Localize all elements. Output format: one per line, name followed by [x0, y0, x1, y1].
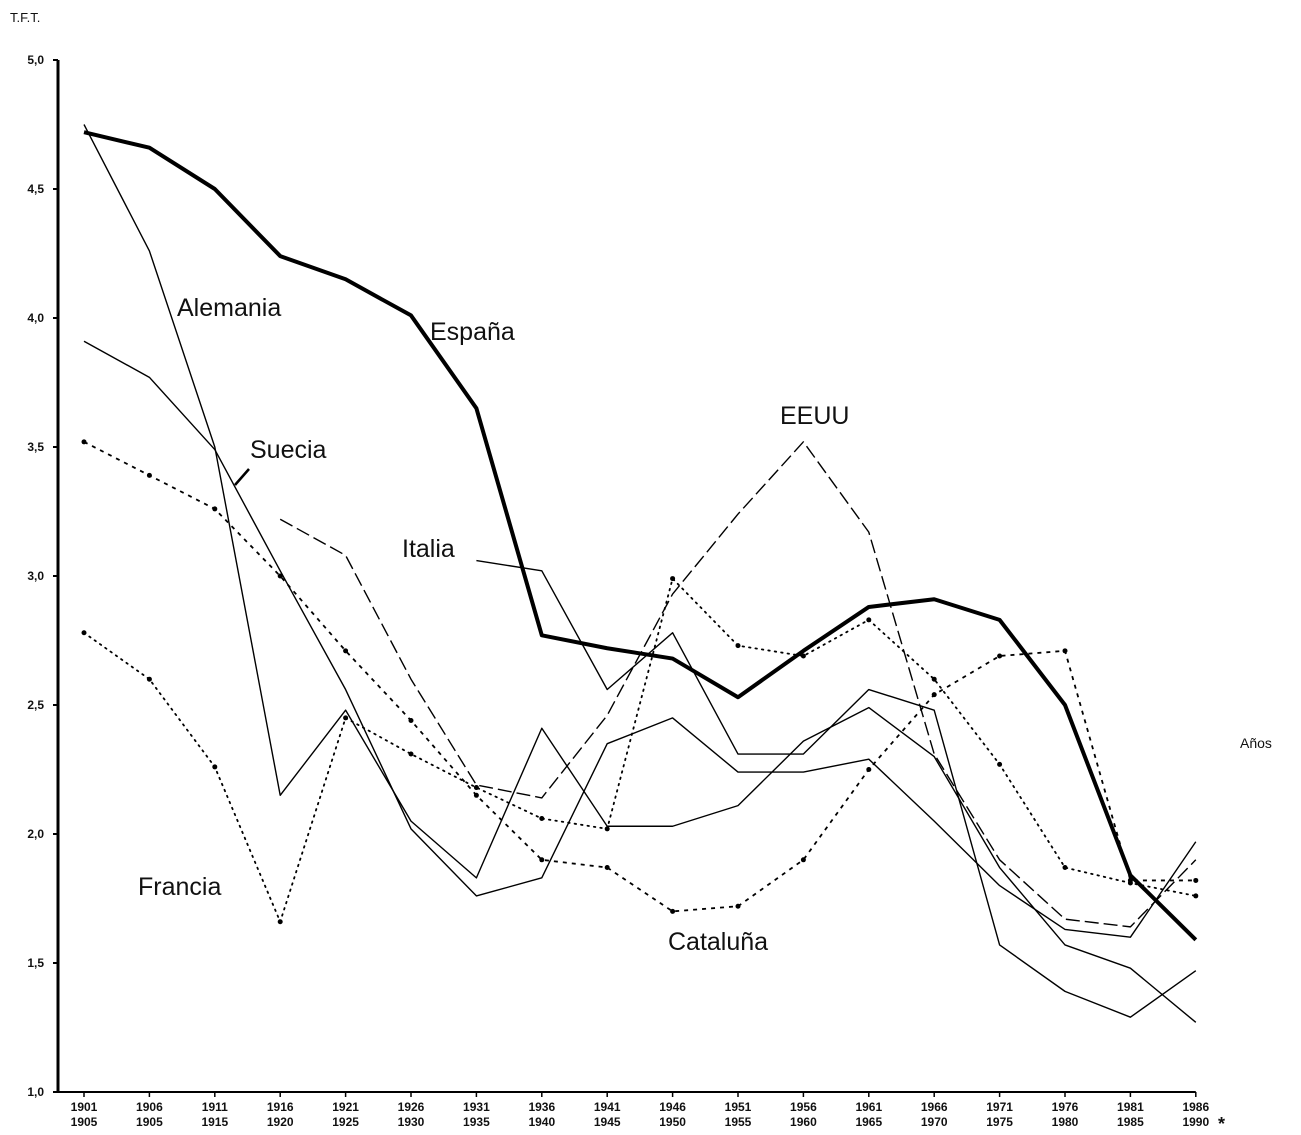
point [670, 576, 676, 582]
x-tick-label: 1901 [71, 1100, 98, 1114]
point [146, 676, 152, 682]
x-tick-label: 1905 [136, 1115, 163, 1129]
label-pointer [234, 468, 250, 486]
x-tick-label: 1960 [790, 1115, 817, 1129]
series-line [83, 340, 1197, 938]
point [604, 865, 610, 871]
point [670, 908, 676, 914]
x-tick-label: 1966 [921, 1100, 948, 1114]
point [277, 573, 283, 579]
x-tick-label: 1906 [136, 1100, 163, 1114]
point [997, 761, 1003, 767]
x-axis-label: Años [1240, 735, 1272, 751]
x-tick-label: 1951 [725, 1100, 752, 1114]
x-tick-label: 1941 [594, 1100, 621, 1114]
point [1062, 648, 1068, 654]
point [866, 767, 872, 772]
series-label: Cataluña [668, 928, 768, 956]
x-tick-label: 1921 [332, 1100, 359, 1114]
x-tick-label: 1931 [463, 1100, 490, 1114]
point [604, 826, 610, 832]
point [81, 630, 87, 636]
x-tick-label: 1961 [855, 1100, 882, 1114]
point [277, 919, 283, 925]
x-tick-label: 1955 [725, 1115, 752, 1129]
series-line [83, 130, 1198, 942]
x-tick-label: 1971 [986, 1100, 1013, 1114]
y-tick-label: 2,5 [27, 698, 44, 712]
x-tick-label: 1956 [790, 1100, 817, 1114]
point [1127, 880, 1133, 886]
series-label: España [430, 318, 515, 346]
series-label: Italia [402, 535, 455, 563]
x-tick-label: 1946 [659, 1100, 686, 1114]
point [800, 653, 806, 659]
point [1062, 865, 1068, 871]
y-tick-label: 4,0 [27, 311, 44, 325]
y-tick-label: 3,0 [27, 569, 44, 583]
point [539, 816, 545, 822]
point [408, 751, 414, 757]
series-label: Francia [138, 873, 221, 901]
x-tick-label: 1945 [594, 1115, 621, 1129]
series-label: Suecia [250, 436, 327, 464]
y-axis-label: T.F.T. [10, 10, 40, 25]
y-tick-label: 2,0 [27, 827, 44, 841]
x-tick-label: 1916 [267, 1100, 294, 1114]
x-tick-label: 1985 [1117, 1115, 1144, 1129]
x-tick-label: 1935 [463, 1115, 490, 1129]
series-line [83, 124, 1197, 1023]
y-tick-label: 3,5 [27, 440, 44, 454]
x-tick-label: 1930 [398, 1115, 425, 1129]
x-tick-label: 1980 [1052, 1115, 1079, 1129]
x-tick-label: 1965 [855, 1115, 882, 1129]
footnote-mark: * [1218, 1114, 1225, 1134]
x-tick-label: 1925 [332, 1115, 359, 1129]
series-line [83, 441, 1196, 913]
point [146, 472, 152, 478]
x-tick-label: 1926 [398, 1100, 425, 1114]
series-label: Alemania [177, 294, 281, 322]
point [1193, 893, 1199, 899]
point [539, 857, 545, 863]
point [1193, 877, 1199, 883]
point [212, 506, 218, 512]
point [735, 903, 741, 909]
point [408, 717, 414, 723]
point [997, 653, 1003, 659]
series-line [83, 577, 1197, 923]
point [866, 617, 872, 623]
point [343, 715, 349, 721]
x-tick-label: 1920 [267, 1115, 294, 1129]
x-tick-label: 1981 [1117, 1100, 1144, 1114]
series-line [476, 559, 1197, 1018]
x-tick-label: 1990 [1182, 1115, 1209, 1129]
y-tick-label: 1,5 [27, 956, 44, 970]
point [735, 643, 741, 649]
x-tick-label: 1911 [202, 1100, 228, 1114]
x-tick-label: 1915 [201, 1115, 228, 1129]
x-tick-label: 1975 [986, 1115, 1013, 1129]
series-label: EEUU [780, 402, 849, 430]
y-tick-label: 1,0 [27, 1085, 44, 1099]
x-tick-label: 1936 [528, 1100, 555, 1114]
point [931, 692, 937, 698]
point [931, 676, 937, 682]
point [212, 764, 218, 770]
point [81, 439, 87, 445]
y-tick-label: 4,5 [27, 182, 44, 196]
point [473, 792, 479, 798]
x-tick-label: 1950 [659, 1115, 686, 1129]
x-tick-label: 1970 [921, 1115, 948, 1129]
x-tick-label: 1940 [528, 1115, 555, 1129]
x-tick-label: 1905 [71, 1115, 98, 1129]
x-tick-label: 1976 [1052, 1100, 1079, 1114]
point [473, 785, 479, 791]
point [343, 648, 349, 654]
x-tick-label: 1986 [1182, 1100, 1209, 1114]
y-tick-label: 5,0 [27, 53, 44, 67]
point [800, 857, 806, 863]
series-line [279, 441, 1197, 928]
